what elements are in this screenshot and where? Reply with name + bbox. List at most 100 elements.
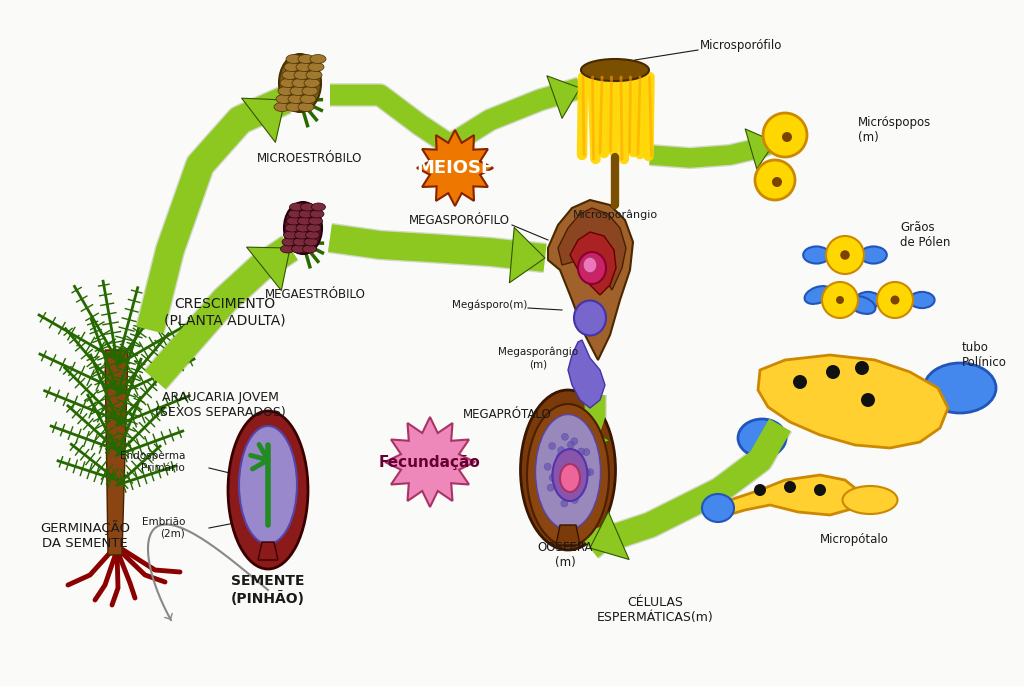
Ellipse shape <box>855 292 881 308</box>
Ellipse shape <box>281 245 295 253</box>
Ellipse shape <box>228 411 308 569</box>
Text: SEMENTE
(PINHÃO): SEMENTE (PINHÃO) <box>231 574 305 606</box>
Circle shape <box>544 463 551 470</box>
Ellipse shape <box>288 95 304 104</box>
Circle shape <box>563 460 570 467</box>
Circle shape <box>836 296 844 304</box>
Ellipse shape <box>292 78 308 88</box>
Text: GERMINAÇÃO
DA SEMENTE: GERMINAÇÃO DA SEMENTE <box>40 520 130 550</box>
Circle shape <box>855 361 869 375</box>
Ellipse shape <box>292 245 305 253</box>
Circle shape <box>575 454 583 462</box>
Circle shape <box>826 236 864 274</box>
Ellipse shape <box>302 245 316 253</box>
Circle shape <box>558 447 564 453</box>
Circle shape <box>570 438 578 445</box>
Text: Grãos
de Pólen: Grãos de Pólen <box>900 221 950 249</box>
Circle shape <box>557 487 563 494</box>
Text: Microsporófilo: Microsporófilo <box>700 38 782 51</box>
Ellipse shape <box>310 210 324 218</box>
Text: MICROESTRÓBILO: MICROESTRÓBILO <box>257 152 362 165</box>
Text: CÉLULAS
ESPERMÁTICAS(m): CÉLULAS ESPERMÁTICAS(m) <box>597 596 714 624</box>
Ellipse shape <box>574 300 606 335</box>
Polygon shape <box>105 350 128 555</box>
Ellipse shape <box>276 95 292 104</box>
Ellipse shape <box>285 224 299 232</box>
Text: MEIOSE: MEIOSE <box>417 159 494 177</box>
Ellipse shape <box>803 246 829 263</box>
Ellipse shape <box>583 257 597 273</box>
Circle shape <box>584 469 590 476</box>
Text: Fecundação: Fecundação <box>379 455 481 469</box>
Circle shape <box>549 442 556 449</box>
Ellipse shape <box>909 292 935 308</box>
Polygon shape <box>558 208 626 290</box>
Circle shape <box>554 479 561 486</box>
Ellipse shape <box>278 86 294 95</box>
Text: Megásporo(m): Megásporo(m) <box>452 300 527 310</box>
Text: ARAUCARIA JOVEM
(SEXOS SEPARADOS): ARAUCARIA JOVEM (SEXOS SEPARADOS) <box>155 391 286 419</box>
Ellipse shape <box>578 252 606 284</box>
Ellipse shape <box>290 203 303 211</box>
Ellipse shape <box>290 86 306 95</box>
Text: Endosperma
Primário: Endosperma Primário <box>120 451 185 473</box>
Ellipse shape <box>239 426 297 544</box>
Ellipse shape <box>302 86 318 95</box>
Ellipse shape <box>298 217 311 225</box>
Circle shape <box>575 462 583 469</box>
Circle shape <box>587 469 594 475</box>
Text: CRESCIMENTO
(PLANTA ADULTA): CRESCIMENTO (PLANTA ADULTA) <box>164 297 286 327</box>
Ellipse shape <box>738 419 786 457</box>
Circle shape <box>571 497 579 504</box>
Ellipse shape <box>296 62 312 71</box>
Circle shape <box>754 484 766 496</box>
Ellipse shape <box>284 202 322 254</box>
Ellipse shape <box>284 231 298 239</box>
Circle shape <box>578 448 585 455</box>
Circle shape <box>782 132 792 142</box>
Text: Microsporângio: Microsporângio <box>572 210 657 220</box>
Ellipse shape <box>294 71 310 80</box>
Polygon shape <box>548 200 633 360</box>
Ellipse shape <box>527 404 609 546</box>
Text: Embrião
(2m): Embrião (2m) <box>141 517 185 539</box>
Text: Megasporângio
(m): Megasporângio (m) <box>498 347 579 369</box>
Circle shape <box>574 451 582 458</box>
Ellipse shape <box>274 102 290 112</box>
Ellipse shape <box>306 71 322 80</box>
Ellipse shape <box>298 54 314 64</box>
Ellipse shape <box>293 238 307 246</box>
Ellipse shape <box>304 78 319 88</box>
Ellipse shape <box>279 54 321 112</box>
Circle shape <box>547 484 554 491</box>
Text: MEGAESTRÓBILO: MEGAESTRÓBILO <box>264 289 366 302</box>
Circle shape <box>822 282 858 318</box>
Ellipse shape <box>286 54 302 64</box>
Ellipse shape <box>295 231 308 239</box>
Ellipse shape <box>299 210 313 218</box>
Circle shape <box>763 113 807 157</box>
Polygon shape <box>570 232 616 295</box>
Circle shape <box>826 365 840 379</box>
Circle shape <box>877 282 913 318</box>
Ellipse shape <box>282 238 296 246</box>
Circle shape <box>561 468 568 475</box>
Text: tubo
Polínico: tubo Polínico <box>962 341 1007 369</box>
Ellipse shape <box>310 54 326 64</box>
Circle shape <box>551 473 558 480</box>
Ellipse shape <box>308 62 324 71</box>
Ellipse shape <box>924 363 996 413</box>
Ellipse shape <box>305 231 319 239</box>
Ellipse shape <box>860 246 887 263</box>
Circle shape <box>793 375 807 389</box>
Circle shape <box>784 481 796 493</box>
Ellipse shape <box>287 217 300 225</box>
Ellipse shape <box>288 210 302 218</box>
Text: MEGAPRÓTALO: MEGAPRÓTALO <box>463 408 551 421</box>
Circle shape <box>561 453 567 460</box>
Circle shape <box>841 250 850 260</box>
Ellipse shape <box>284 62 300 71</box>
Circle shape <box>755 160 795 200</box>
Circle shape <box>570 482 578 490</box>
Circle shape <box>549 474 556 482</box>
